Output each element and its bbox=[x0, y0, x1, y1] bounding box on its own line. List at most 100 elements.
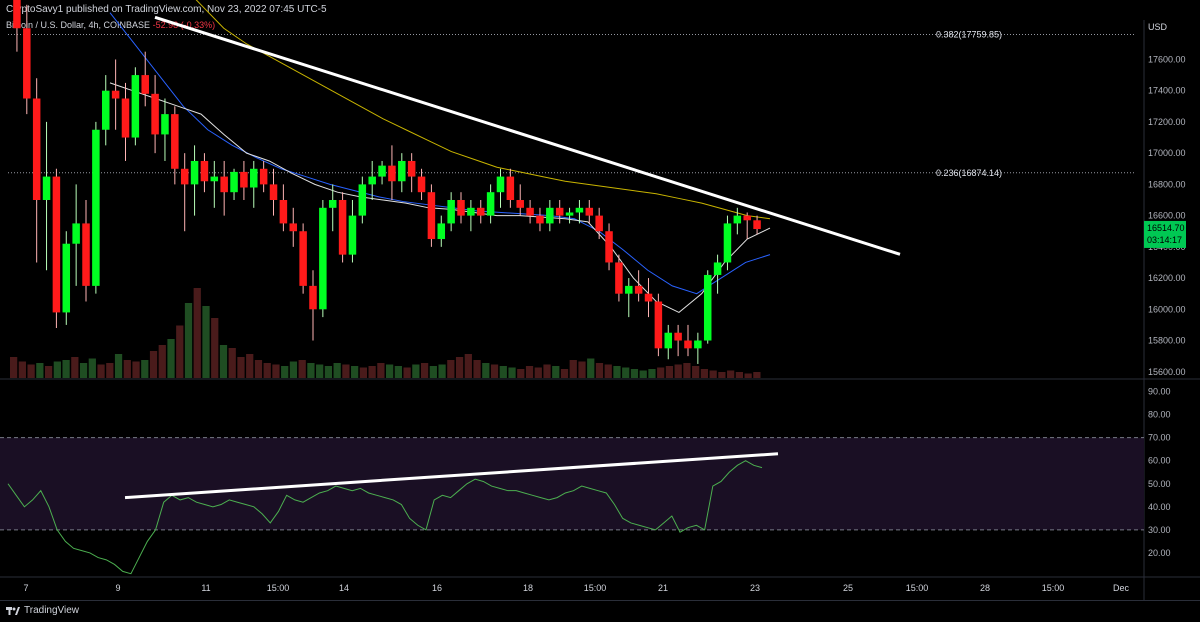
volume-bar bbox=[71, 357, 79, 378]
volume-bar bbox=[202, 306, 210, 378]
volume-bar bbox=[464, 354, 472, 378]
price-tick-label: 16200.00 bbox=[1148, 273, 1186, 283]
volume-bar bbox=[403, 367, 411, 378]
candle-body bbox=[259, 168, 268, 185]
volume-bar bbox=[36, 363, 44, 378]
candle-body bbox=[13, 0, 21, 29]
volume-bar bbox=[665, 366, 674, 378]
rsi-tick-label: 90.00 bbox=[1148, 387, 1171, 397]
volume-bar bbox=[727, 370, 735, 378]
volume-bar bbox=[622, 367, 630, 378]
last-price-badge bbox=[1144, 220, 1186, 248]
volume-bar bbox=[132, 361, 140, 378]
candle-body bbox=[121, 98, 130, 138]
candle-body bbox=[654, 301, 663, 349]
rsi-tick-label: 60.00 bbox=[1148, 456, 1171, 466]
candle-body bbox=[62, 243, 71, 313]
candle-body bbox=[575, 207, 584, 213]
candle-body bbox=[437, 223, 446, 240]
rsi-tick-label: 50.00 bbox=[1148, 479, 1171, 489]
time-tick-label: Dec bbox=[1113, 583, 1130, 593]
volume-bar bbox=[744, 373, 752, 378]
rsi-tick-label: 40.00 bbox=[1148, 502, 1171, 512]
volume-bar bbox=[587, 358, 595, 378]
candle-body bbox=[111, 90, 120, 99]
candle-body bbox=[388, 165, 396, 182]
candle-body bbox=[299, 231, 307, 286]
price-chart[interactable]: USD15600.0015800.0016000.0016200.0016400… bbox=[0, 0, 1200, 600]
candle-body bbox=[42, 176, 51, 200]
publish-banner: CryptoSavy1 published on TradingView.com… bbox=[0, 0, 1200, 20]
volume-bar bbox=[386, 364, 394, 378]
candle-body bbox=[269, 184, 278, 200]
volume-bar bbox=[342, 364, 350, 378]
volume-bar bbox=[263, 363, 271, 378]
volume-bar bbox=[517, 369, 525, 378]
volume-bar bbox=[254, 360, 263, 378]
volume-bar bbox=[700, 369, 709, 378]
candle-body bbox=[595, 215, 603, 232]
volume-bar bbox=[158, 345, 166, 378]
candle-body bbox=[289, 223, 297, 232]
candle-body bbox=[131, 75, 140, 138]
candle-body bbox=[703, 274, 712, 341]
volume-bar bbox=[211, 318, 219, 378]
volume-bar bbox=[184, 303, 193, 378]
volume-bar bbox=[604, 364, 612, 378]
time-tick-label: 9 bbox=[115, 583, 120, 593]
volume-bar bbox=[657, 367, 665, 378]
candle-body bbox=[171, 114, 179, 169]
tradingview-logo[interactable]: TradingView bbox=[6, 605, 79, 616]
time-tick-label: 15:00 bbox=[1042, 583, 1065, 593]
volume-bar bbox=[228, 348, 236, 378]
volume-bar bbox=[97, 364, 105, 378]
candle-body bbox=[23, 28, 31, 99]
volume-bar bbox=[10, 357, 18, 378]
time-tick-label: 11 bbox=[201, 583, 210, 593]
candle-body bbox=[230, 171, 238, 193]
volume-bar bbox=[552, 366, 560, 378]
candle-body bbox=[467, 207, 475, 216]
time-tick-label: 15:00 bbox=[906, 583, 929, 593]
volume-bar bbox=[368, 366, 376, 378]
candle-body bbox=[309, 285, 317, 310]
volume-bar bbox=[560, 369, 569, 378]
volume-bar bbox=[429, 366, 437, 378]
rsi-tick-label: 20.00 bbox=[1148, 548, 1171, 558]
volume-bar bbox=[193, 288, 201, 378]
candle-body bbox=[240, 171, 248, 188]
time-tick-label: 18 bbox=[523, 583, 533, 593]
tradingview-brand: TradingView bbox=[24, 605, 80, 616]
candle-body bbox=[743, 215, 751, 221]
candle-body bbox=[141, 75, 149, 94]
candle-body bbox=[250, 168, 258, 188]
volume-bar bbox=[455, 357, 464, 378]
fib-level-label: 0.236(16874.14) bbox=[936, 168, 1002, 178]
price-tick-label: 16000.00 bbox=[1148, 304, 1186, 314]
candle-body bbox=[338, 200, 347, 255]
volume-bar bbox=[62, 360, 70, 378]
volume-bar bbox=[394, 366, 402, 378]
time-tick-label: 7 bbox=[23, 583, 28, 593]
rsi-band bbox=[0, 437, 1144, 530]
volume-bar bbox=[420, 363, 429, 378]
candle-body bbox=[713, 262, 722, 275]
volume-bar bbox=[569, 360, 577, 378]
candle-body bbox=[634, 285, 643, 294]
price-tick-label: 16800.00 bbox=[1148, 179, 1186, 189]
volume-bar bbox=[735, 372, 744, 378]
time-tick-label: 15:00 bbox=[267, 583, 290, 593]
volume-bar bbox=[709, 370, 717, 378]
volume-bar bbox=[692, 366, 700, 378]
countdown-label: 03:14:17 bbox=[1147, 235, 1182, 245]
candle-body bbox=[82, 223, 90, 286]
rsi-tick-label: 80.00 bbox=[1148, 410, 1171, 420]
candle-body bbox=[151, 93, 159, 135]
symbol-label: Bitcoin / U.S. Dollar, 4h, COINBASE bbox=[6, 20, 151, 30]
candle-body bbox=[279, 200, 288, 224]
volume-bar bbox=[289, 361, 298, 378]
volume-bar bbox=[141, 360, 149, 378]
volume-bar bbox=[377, 363, 385, 378]
volume-bar bbox=[718, 372, 726, 378]
